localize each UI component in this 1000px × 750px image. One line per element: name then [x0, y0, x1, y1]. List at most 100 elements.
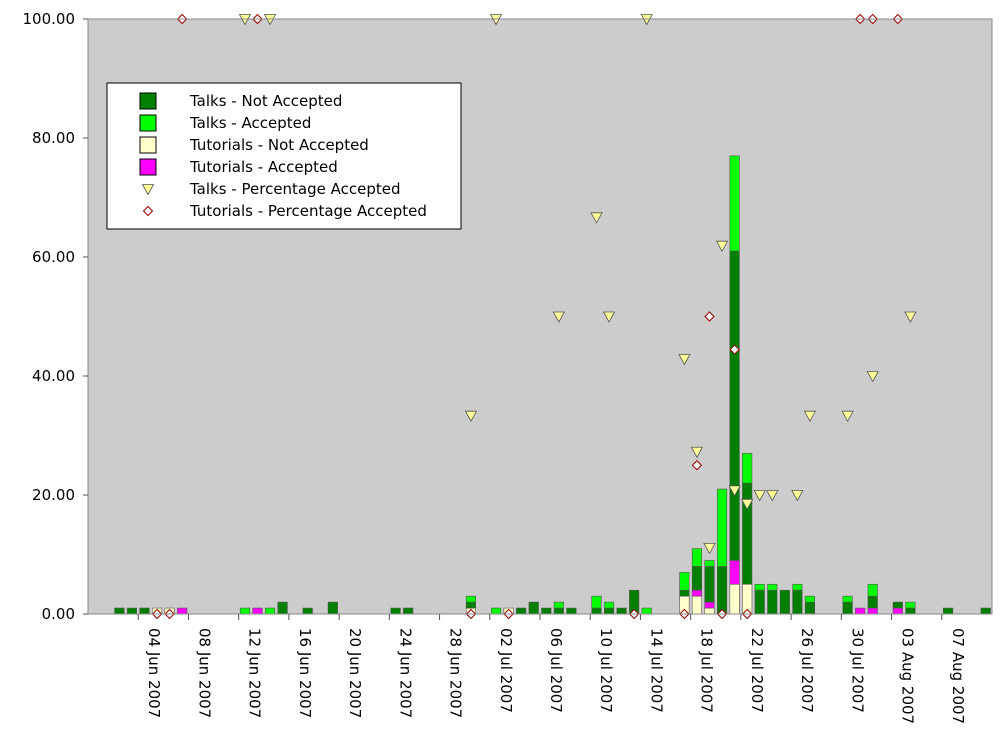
y-tick-label: 100.00 [23, 10, 76, 28]
bar-talks-accepted [264, 607, 276, 615]
bar-talks-not-accepted [716, 566, 728, 615]
bar-talks-not-accepted [114, 607, 125, 615]
bar-talks-not-accepted [603, 607, 615, 615]
bar-talks-not-accepted [704, 566, 715, 603]
bar-talks-accepted [754, 583, 765, 591]
legend-swatch-tutorials-accepted [139, 158, 157, 176]
x-tick-label: 12 Jun 2007 [246, 628, 264, 718]
bar-talks-accepted [729, 155, 740, 252]
y-tick-label: 40.00 [32, 367, 75, 385]
legend-label: Tutorials - Accepted [189, 158, 338, 176]
legend: Talks - Not Accepted Talks - Accepted Tuto… [106, 82, 462, 230]
bar-talks-accepted [679, 572, 690, 591]
legend-label: Talks - Not Accepted [189, 92, 342, 110]
bar-talks-not-accepted [126, 607, 138, 615]
bar-tutorials-accepted [855, 607, 866, 615]
x-tick-label: 06 Jul 2007 [547, 628, 565, 713]
bar-tutorials-accepted [177, 607, 188, 615]
bar-talks-accepted [553, 601, 564, 609]
talks-percentage-marker [766, 490, 779, 502]
bar-talks-not-accepted [302, 607, 313, 615]
bar-talks-not-accepted [465, 601, 477, 609]
bar-tutorials-accepted [729, 560, 740, 585]
bar-talks-not-accepted [905, 607, 916, 615]
legend-label: Talks - Percentage Accepted [189, 180, 401, 198]
talks-percentage-marker [703, 542, 716, 555]
bar-talks-accepted [716, 488, 728, 567]
bar-talks-accepted [767, 583, 778, 591]
x-tick-label: 14 Jul 2007 [647, 628, 665, 713]
bar-talks-accepted [804, 595, 816, 603]
talks-percentage-marker [841, 410, 854, 423]
tutorials-percentage-marker [691, 460, 703, 471]
bar-tutorials-not-accepted [691, 595, 703, 615]
bar-talks-not-accepted [139, 607, 150, 615]
bar-tutorials-accepted [704, 601, 715, 609]
bar-tutorials-accepted [867, 607, 878, 615]
bar-talks-not-accepted [390, 607, 401, 615]
bar-talks-accepted [905, 601, 916, 609]
legend-swatch-tutorials-not-accepted [139, 136, 157, 154]
tutorials-percentage-marker [729, 344, 740, 355]
bar-talks-not-accepted [691, 566, 703, 591]
legend-swatch-talks-not-accepted [139, 92, 157, 110]
bar-talks-not-accepted [754, 589, 765, 615]
bar-talks-not-accepted [277, 601, 288, 615]
bar-talks-accepted [239, 607, 251, 615]
x-tick-label: 20 Jun 2007 [346, 628, 364, 718]
bar-talks-accepted [842, 595, 853, 603]
bar-talks-not-accepted [792, 589, 803, 615]
talks-percentage-marker [464, 410, 478, 423]
talks-percentage-marker [715, 240, 729, 253]
bar-talks-not-accepted [566, 607, 577, 615]
bar-talks-not-accepted [616, 607, 627, 615]
bar-talks-not-accepted [403, 607, 414, 615]
x-tick-label: 10 Jul 2007 [597, 628, 615, 713]
x-tick-label: 16 Jun 2007 [296, 628, 314, 718]
bar-talks-not-accepted [553, 607, 564, 615]
bar-talks-not-accepted [528, 601, 539, 615]
bar-talks-not-accepted [516, 607, 527, 615]
bar-talks-not-accepted [779, 589, 790, 615]
y-tick-label: 60.00 [32, 248, 75, 266]
talks-percentage-marker [753, 490, 766, 502]
legend-label: Talks - Accepted [189, 114, 311, 132]
x-tick-label: 03 Aug 2007 [899, 628, 917, 724]
talks-percentage-marker [690, 446, 704, 459]
talks-percentage-marker [740, 498, 754, 511]
y-tick-label: 20.00 [32, 486, 75, 504]
tutorials-percentage-marker [704, 311, 715, 322]
bar-talks-not-accepted [742, 482, 753, 585]
legend-swatch-talks-accepted [139, 114, 157, 132]
talks-percentage-marker [791, 490, 804, 502]
legend-box [106, 82, 462, 230]
bar-talks-not-accepted [541, 607, 552, 615]
bar-talks-not-accepted [679, 589, 690, 597]
bar-talks-not-accepted [842, 601, 853, 615]
bar-talks-not-accepted [867, 595, 878, 609]
bar-talks-not-accepted [892, 601, 903, 609]
bar-talks-accepted [591, 595, 602, 609]
legend-marker-talks-percentage [141, 184, 155, 196]
bar-talks-not-accepted [729, 250, 740, 561]
x-tick-label: 24 Jun 2007 [396, 628, 414, 718]
legend-label: Tutorials - Not Accepted [189, 136, 369, 154]
x-tick-label: 18 Jul 2007 [698, 628, 716, 713]
bar-talks-not-accepted [767, 589, 778, 615]
talks-percentage-marker [866, 371, 879, 383]
x-tick-label: 26 Jul 2007 [798, 628, 816, 713]
bar-talks-accepted [465, 595, 477, 603]
bar-talks-not-accepted [591, 607, 602, 615]
talks-percentage-marker [904, 311, 917, 323]
talks-percentage-marker [678, 354, 691, 366]
bar-talks-accepted [691, 548, 703, 567]
bar-tutorials-accepted [691, 589, 703, 597]
x-tick-label: 04 Jun 2007 [145, 628, 163, 718]
y-tick-label: 80.00 [32, 129, 75, 147]
talks-percentage-marker [552, 311, 566, 323]
bar-talks-not-accepted [327, 601, 338, 615]
bar-tutorials-accepted [252, 607, 263, 615]
bar-talks-not-accepted [804, 601, 816, 615]
bar-talks-accepted [603, 601, 615, 609]
